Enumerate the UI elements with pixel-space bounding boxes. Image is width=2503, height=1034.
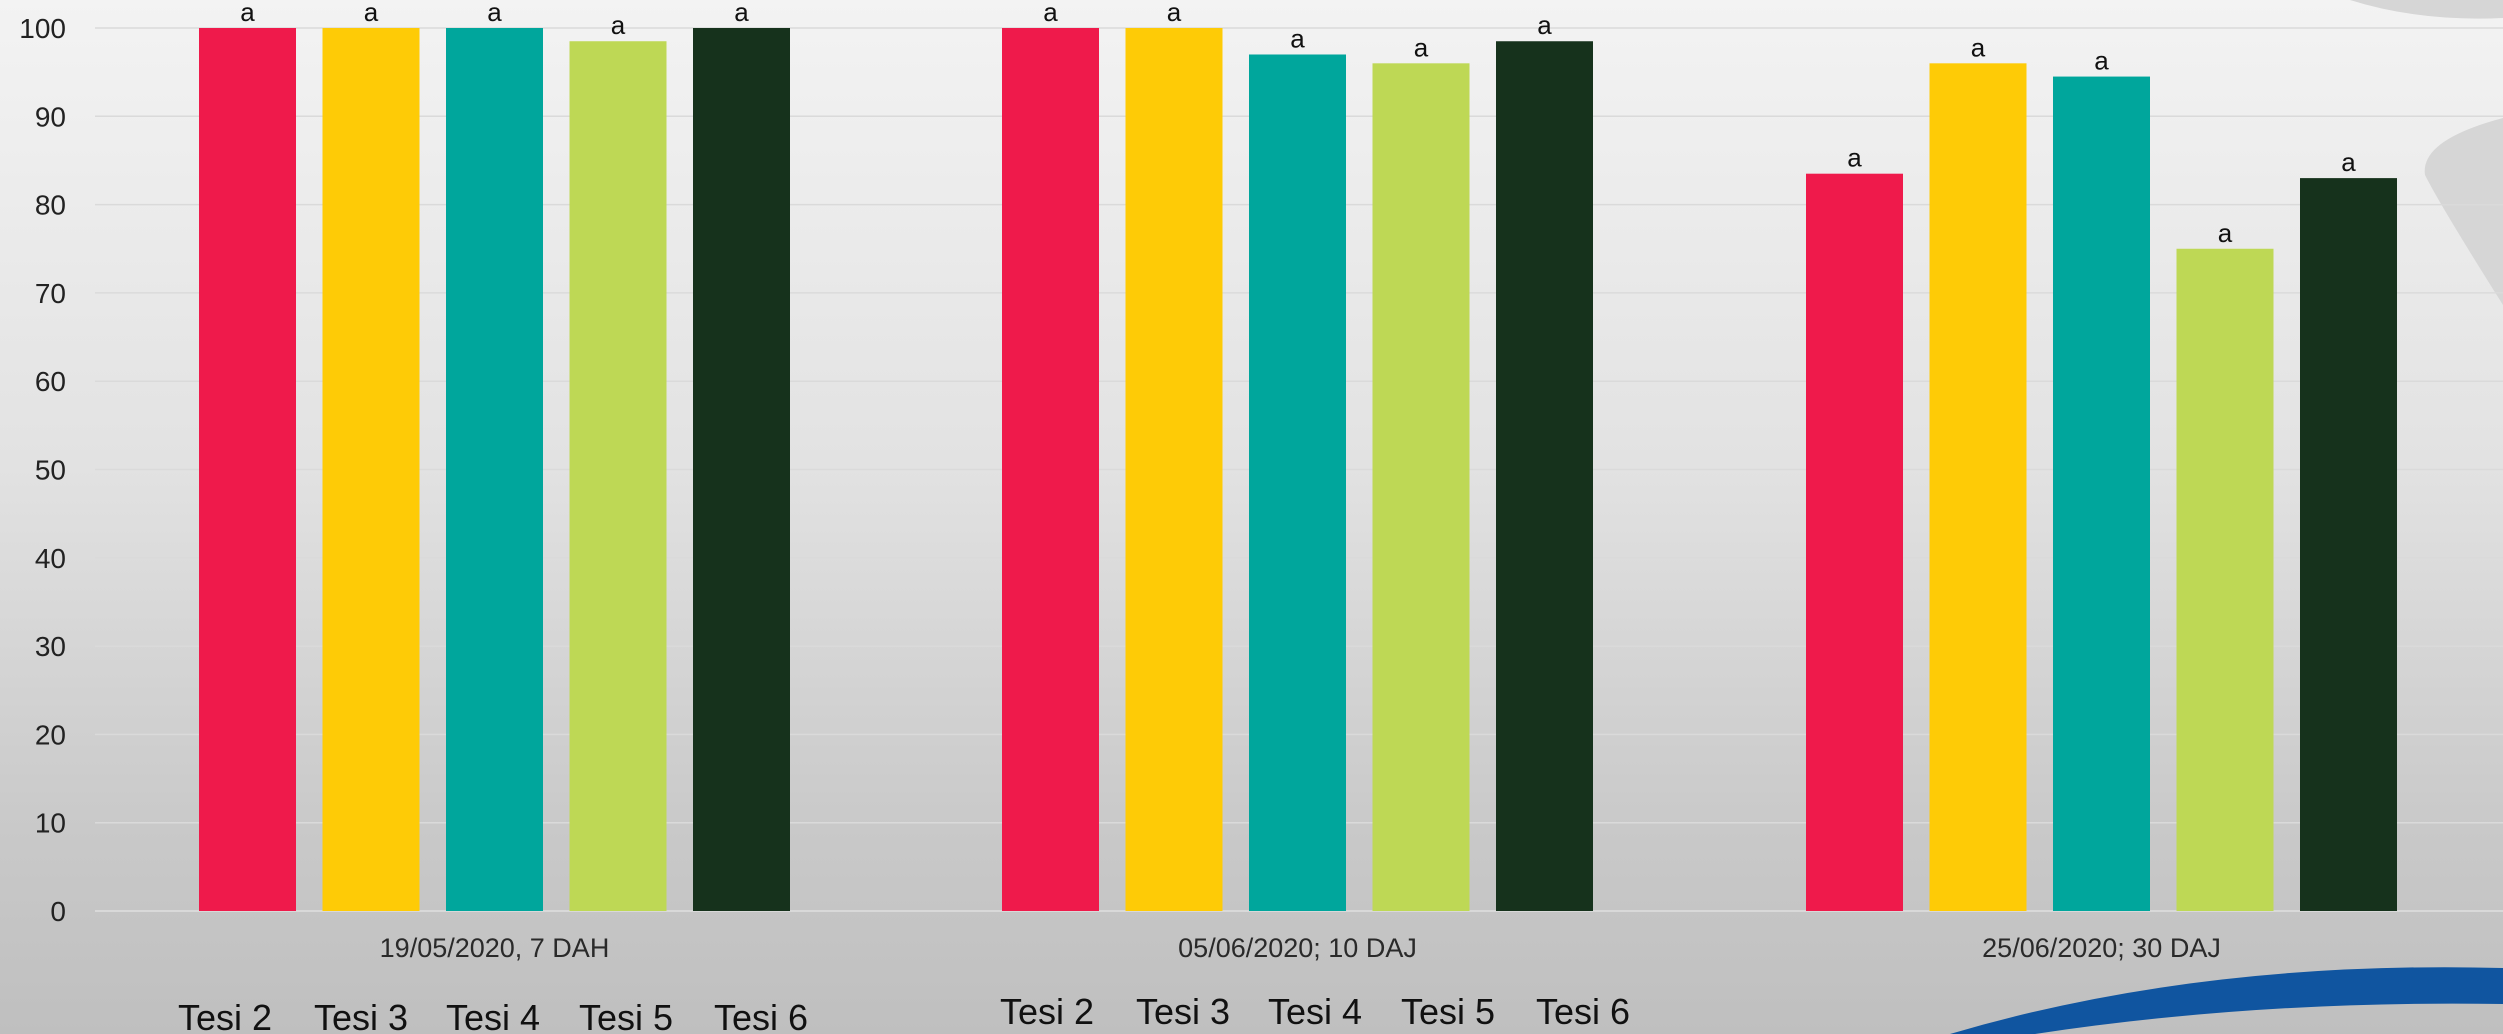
- data-label: a: [1043, 0, 1058, 27]
- legend-label: Tesi 6: [714, 997, 808, 1034]
- bar: [2053, 76, 2150, 911]
- bar: [1372, 63, 1470, 911]
- legend-label: Tesi 2: [178, 997, 272, 1034]
- corner-shape: [2350, 0, 2503, 19]
- blue-swoosh: [1950, 967, 2503, 1034]
- data-label: a: [1847, 143, 1862, 173]
- x-category-label: 25/06/2020; 30 DAJ: [1982, 933, 2221, 963]
- bar: [322, 28, 420, 911]
- legend-label: Tesi 4: [1268, 991, 1362, 1032]
- bar: [569, 41, 667, 912]
- data-label: a: [1414, 32, 1429, 62]
- bar: [446, 28, 543, 911]
- legend-label: Tesi 5: [579, 997, 673, 1034]
- data-label: a: [611, 10, 626, 40]
- bars: [199, 28, 2397, 912]
- y-tick-label: 30: [35, 631, 66, 662]
- bar: [1806, 173, 1903, 911]
- y-tick-label: 70: [35, 278, 66, 309]
- bar: [1249, 54, 1346, 912]
- data-label: a: [1537, 10, 1552, 40]
- y-tick-label: 100: [19, 13, 66, 44]
- x-category-label: 19/05/2020, 7 DAH: [380, 933, 610, 963]
- bar: [2176, 248, 2274, 911]
- y-tick-label: 20: [35, 719, 66, 750]
- data-label: a: [2094, 46, 2109, 76]
- y-tick-label: 60: [35, 366, 66, 397]
- side-shape: [2424, 118, 2503, 305]
- legend-label: Tesi 2: [1000, 991, 1094, 1032]
- bar: [1125, 28, 1223, 911]
- y-tick-label: 10: [35, 808, 66, 839]
- bar: [1002, 28, 1099, 911]
- y-tick-label: 50: [35, 455, 66, 486]
- legend-label: Tesi 3: [1136, 991, 1230, 1032]
- data-label: a: [240, 0, 255, 27]
- bar: [1929, 63, 2027, 911]
- data-label: a: [1971, 32, 1986, 62]
- y-tick-label: 80: [35, 190, 66, 221]
- legend-label: Tesi 4: [446, 997, 540, 1034]
- bar: [693, 28, 790, 911]
- data-label: a: [2218, 218, 2233, 248]
- data-label: a: [734, 0, 749, 27]
- y-tick-label: 0: [50, 896, 66, 927]
- data-label: a: [487, 0, 502, 27]
- background-decoration: [1950, 0, 2503, 1034]
- data-label: a: [1167, 0, 1182, 27]
- y-tick-label: 40: [35, 543, 66, 574]
- bar: [199, 28, 296, 911]
- data-label: a: [1290, 23, 1305, 53]
- data-label: a: [364, 0, 379, 27]
- bar: [1496, 41, 1593, 912]
- x-category-label: 05/06/2020; 10 DAJ: [1178, 933, 1417, 963]
- labels: 0 10 20 30 40 50 60 70 80 90 100 a a a a a 19/05/2020, 7…: [19, 0, 2356, 1034]
- legend-label: Tesi 3: [314, 997, 408, 1034]
- legend-label: Tesi 6: [1536, 991, 1630, 1032]
- bar: [2300, 178, 2397, 912]
- data-label: a: [2341, 147, 2356, 177]
- y-tick-label: 90: [35, 101, 66, 132]
- legend-label: Tesi 5: [1401, 991, 1495, 1032]
